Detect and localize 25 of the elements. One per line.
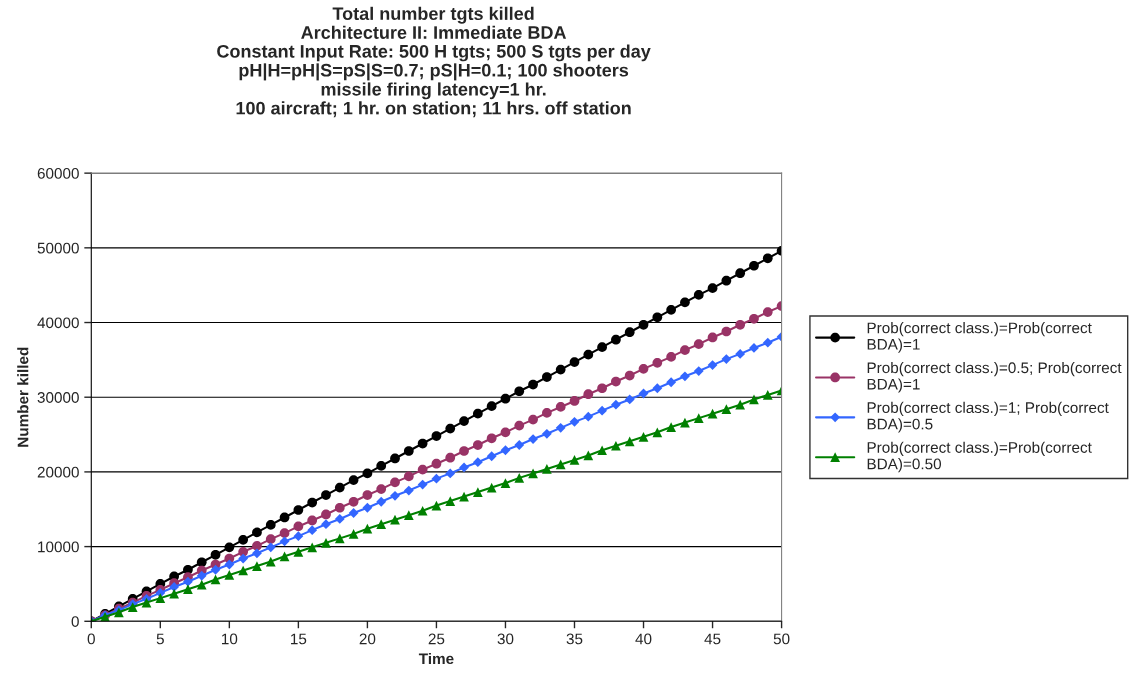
y-tick-label: 20000 (37, 466, 79, 478)
x-tick-label: 10 (222, 633, 238, 645)
x-tick-label: 30 (497, 633, 514, 645)
y-tick-label: 0 (71, 616, 79, 627)
y-axis-title: Number killed (17, 347, 29, 447)
x-tick-label: 35 (566, 633, 583, 645)
x-tick-label: 20 (359, 633, 376, 645)
x-tick-label: 15 (291, 633, 307, 645)
x-tick-label: 40 (635, 633, 652, 645)
x-tick-label: 0 (87, 633, 95, 645)
legend-label: Prob(correct class.)=Prob(correct BDA)=1 (867, 322, 1092, 353)
x-tick-label: 25 (428, 633, 445, 645)
y-tick-label: 30000 (37, 392, 79, 403)
legend-label: Prob(correct class.)=Prob(correct BDA)=0.50 (867, 441, 1092, 473)
x-tick-label: 5 (156, 633, 164, 645)
legend-label: Prob(correct class.)=0.5; Prob(correct BDA)=1 (867, 361, 1122, 393)
chart-title: Total number tgts killed Architecture II: Immediate BDA Constant Input Rate: 500 H tgts; 500 S tgts per day pH|H=pH|S=pS|S=0.7; pS|H=0.1; 100 shooters missile firing latency=1 hr. 100 aircraft; 1 hr. on station; 11 hrs. off station (217, 6, 651, 118)
y-tick-label: 10000 (38, 541, 79, 553)
y-tick-label: 50000 (37, 242, 79, 254)
x-axis-title: Time (418, 652, 454, 665)
y-tick-label: 60000 (37, 168, 79, 179)
legend-label: Prob(correct class.)=1; Prob(correct BDA)=0.5 (867, 401, 1109, 433)
x-tick-label: 50 (773, 633, 790, 645)
x-tick-label: 45 (704, 633, 721, 645)
y-tick-label: 40000 (37, 317, 79, 329)
